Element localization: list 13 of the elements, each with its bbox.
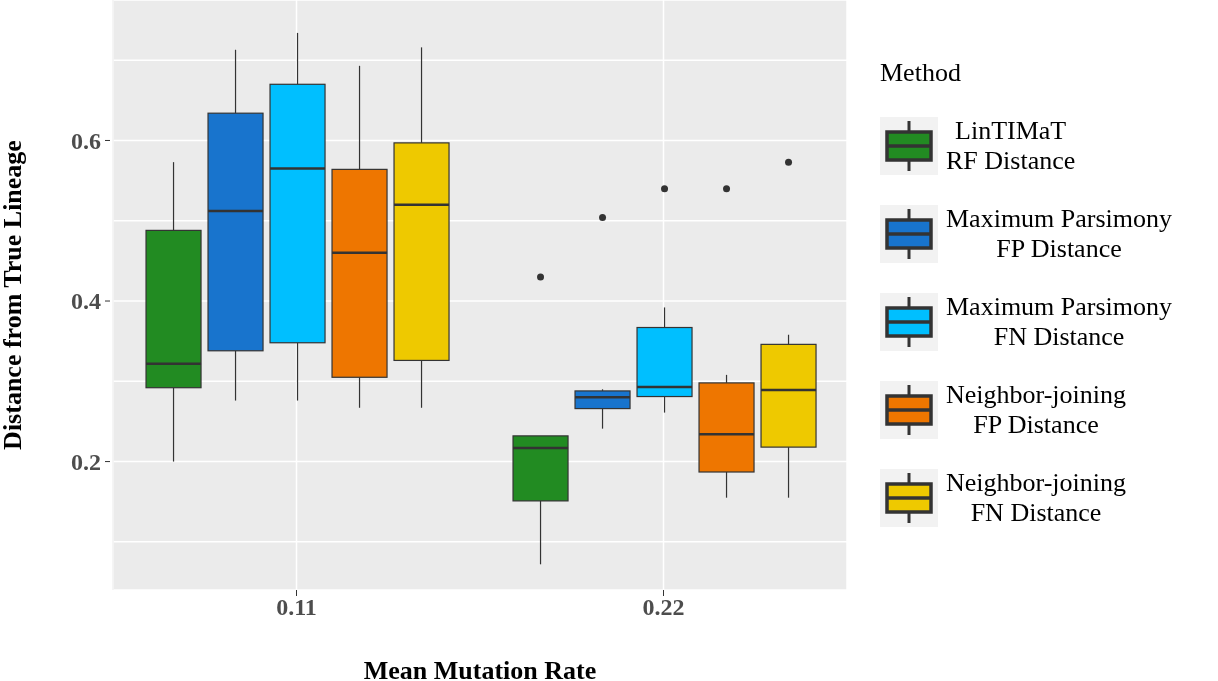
y-tick-label: 0.4: [71, 288, 101, 315]
legend-label: Maximum Parsimony FN Distance: [946, 292, 1173, 352]
x-axis-title: Mean Mutation Rate: [363, 656, 597, 681]
legend-label: LinTIMaT RF Distance: [946, 116, 1076, 176]
legend-label: Neighbor-joining FN Distance: [946, 468, 1127, 528]
legend-title: Method: [880, 58, 962, 88]
y-tick-label: 0.6: [71, 127, 101, 154]
x-tick-label: 0.22: [642, 594, 685, 621]
legend-label: Neighbor-joining FP Distance: [946, 380, 1127, 440]
y-axis-title: Distance from True Lineage: [0, 140, 28, 450]
legend-label: Maximum Parsimony FP Distance: [946, 204, 1173, 264]
x-tick-label: 0.11: [276, 594, 317, 621]
y-tick-label: 0.2: [71, 448, 101, 475]
